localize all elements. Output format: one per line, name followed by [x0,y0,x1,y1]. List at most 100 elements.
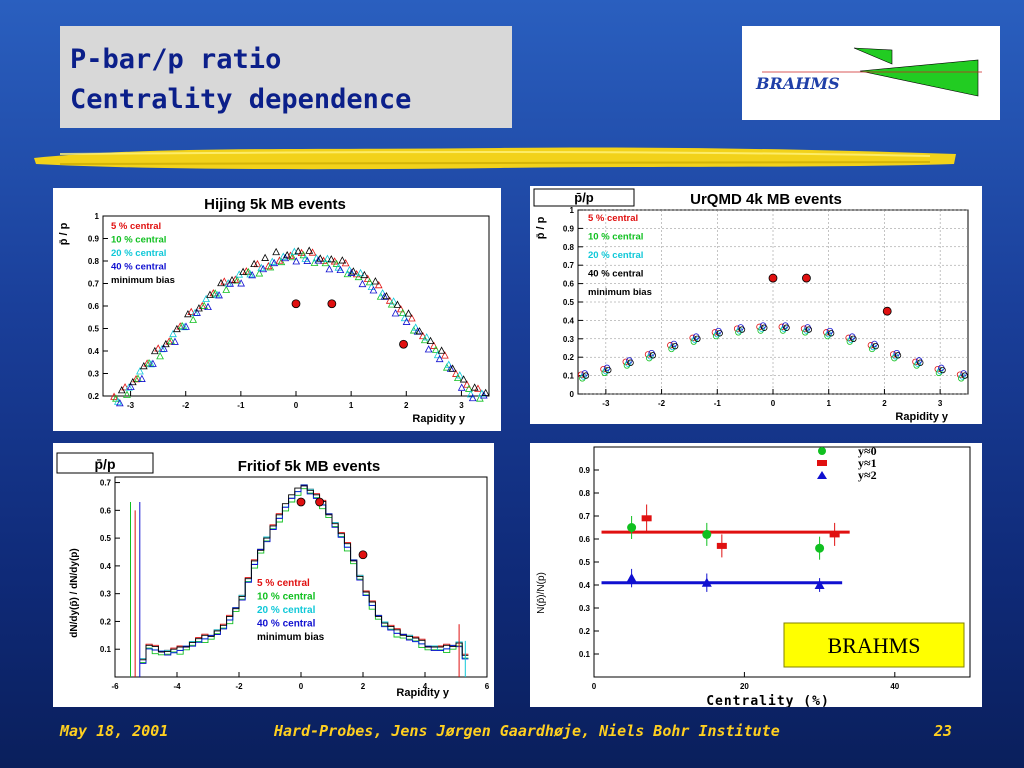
simulation-point [939,366,946,374]
simulation-point [716,330,723,337]
x-axis-label: Centrality (%) [706,694,830,707]
x-axis-label: Rapidity y [396,687,449,699]
simulation-point [382,291,391,300]
legend-entry: y≈1 [858,456,877,470]
simulation-point [132,375,140,383]
simulation-point [264,261,273,270]
simulation-point [418,331,427,340]
simulation-point [371,277,380,285]
legend-entry: minimum bias [257,632,325,643]
x-tick-label: 3 [938,399,943,408]
y-tick-label: 0.8 [563,243,575,252]
x-tick-label: 1 [826,399,831,408]
legend-entry: minimum bias [111,275,175,286]
legend-entry: 5 % central [257,578,310,589]
footer-date: May 18, 2001 [60,722,169,740]
simulation-point [206,290,214,298]
legend-entry: 5 % central [111,221,161,232]
simulation-point [226,279,234,287]
simulation-point [215,291,223,299]
simulation-point [310,258,319,266]
simulation-point [138,374,146,382]
y-tick-label: 1 [95,212,100,221]
fritiof-panel: p̄/p Fritiof 5k MB events Rapidity y dN/… [53,443,494,707]
x-tick-label: 2 [404,401,409,410]
brahms-data-point [296,497,306,507]
brahms-data-point [882,306,892,316]
y-tick-label: 0.9 [88,235,100,244]
simulation-point [365,278,374,286]
data-point-triangle [701,577,712,587]
simulation-point [316,254,325,262]
simulation-point [349,267,358,275]
simulation-point [182,322,190,330]
y-tick-label: 0.3 [563,335,575,344]
simulation-point [255,269,264,277]
legend-entry: 10 % central [257,592,316,603]
simulation-point [228,275,236,284]
y-tick-label: 0.8 [88,257,100,266]
y-tick-label: 0.5 [579,558,591,567]
simulation-point [398,308,407,317]
simulation-point [136,367,144,375]
simulation-point [204,302,212,311]
legend-entry: 40 % central [111,262,166,273]
simulation-point [259,264,268,273]
x-tick-label: 0 [299,682,304,691]
logo-text: BRAHMS [756,74,840,93]
simulation-point [114,397,122,405]
simulation-point [850,335,857,342]
simulation-point [380,292,389,300]
legend-entry: 20 % central [257,605,316,616]
slide-title: P-bar/p ratio [70,44,282,75]
centrality-panel: Centrality (%) N(p̄)/N(p) BRAHMS 0 20 40 0.… [530,443,982,707]
simulation-point [338,256,347,264]
simulation-point [961,372,969,379]
simulation-point [917,359,924,366]
simulation-point [431,345,440,353]
simulation-point [465,384,473,392]
histogram-line [139,484,469,664]
simulation-point [391,309,400,317]
simulation-point [202,294,210,303]
x-tick-label: 4 [423,682,428,691]
legend-entry: minimum bias [588,287,652,298]
x-tick-label: -6 [111,682,119,691]
y-tick-label: 0.2 [579,627,591,636]
simulation-point [474,384,482,392]
x-axis-label: Rapidity y [895,411,948,423]
simulation-point [167,336,175,345]
simulation-point [233,276,242,284]
simulation-point [627,359,634,366]
legend-marker [818,447,826,455]
legend-entry: 40 % central [257,619,316,630]
simulation-point [827,330,835,337]
x-tick-label: 40 [890,682,899,691]
simulation-point [275,256,284,264]
simulation-point [139,361,148,370]
y-tick-label: 0.3 [100,590,112,599]
simulation-point [453,373,462,382]
simulation-point [761,324,768,331]
data-point-triangle [814,580,825,589]
simulation-point [649,352,657,359]
simulation-point [134,374,142,382]
y-tick-label: 0.4 [100,562,112,571]
y-tick-label: 0 [570,390,575,399]
y-tick-label: 0.3 [579,604,591,613]
simulation-point [323,254,332,262]
simulation-point [463,380,471,388]
brahms-data-point [315,497,325,507]
simulation-point [426,336,435,345]
simulation-point [435,354,444,363]
data-point-circle [627,523,637,532]
hijing-panel: Hijing 5k MB events Rapidity y p̄ / p -3… [53,188,501,431]
simulation-point [459,375,468,383]
simulation-point [332,259,341,267]
simulation-point [200,301,209,309]
urqmd-chart: p̄/p UrQMD 4k MB events Rapidity y p̄ / … [533,188,969,423]
x-tick-label: 3 [459,401,464,410]
legend-entry: 5 % central [588,213,638,224]
simulation-point [385,296,394,304]
y-tick-label: 0.7 [100,479,112,488]
